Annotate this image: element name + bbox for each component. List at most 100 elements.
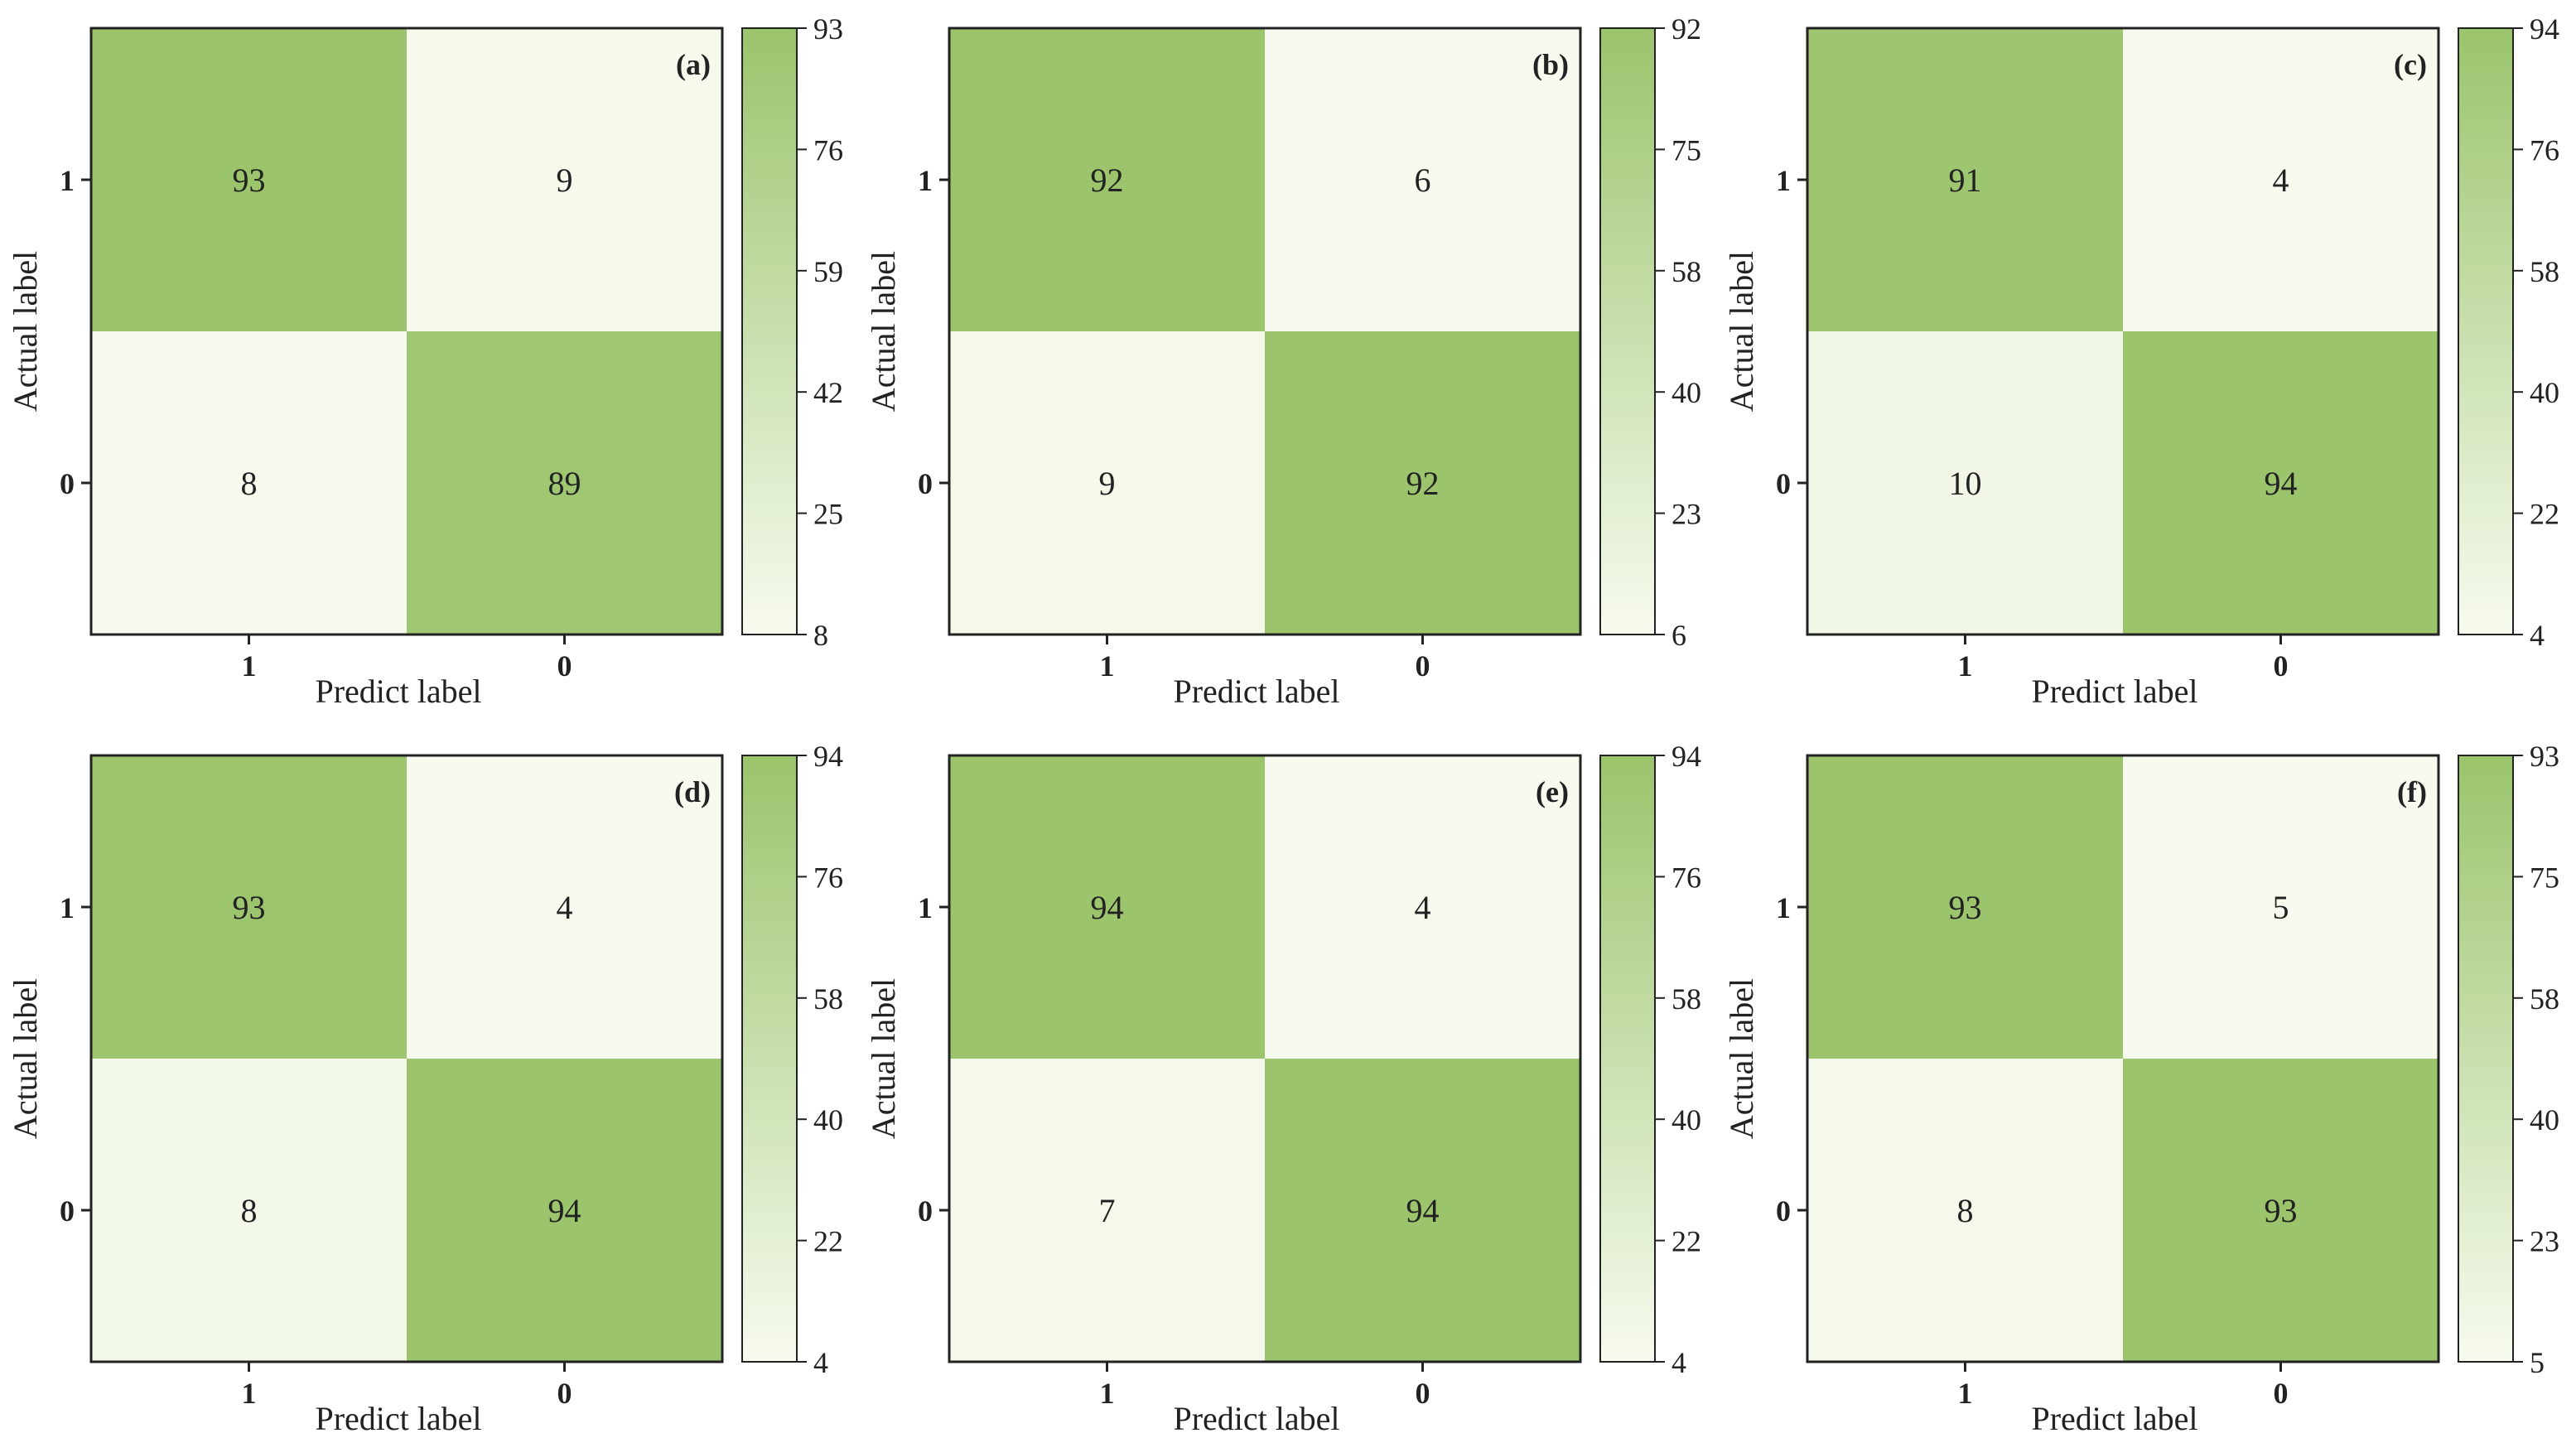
- cell-value: 6: [1415, 162, 1431, 199]
- y-tick-label: 1: [918, 164, 933, 197]
- colorbar: [2458, 755, 2514, 1363]
- panel-label: (b): [1532, 48, 1569, 81]
- x-tick-label: 1: [1958, 1377, 1973, 1410]
- y-tick-label: 0: [60, 1194, 75, 1228]
- x-axis-title: Predict label: [2031, 1400, 2197, 1437]
- cell-value: 91: [1949, 162, 1982, 199]
- cell-value: 8: [241, 465, 258, 502]
- y-tick-label: 0: [918, 467, 933, 500]
- cell-value: 93: [233, 162, 266, 199]
- y-tick-label: 1: [1776, 164, 1791, 197]
- matrix-cell: [2123, 331, 2439, 635]
- cell-value: 10: [1949, 465, 1982, 502]
- x-tick-label: 0: [2274, 649, 2289, 683]
- cell-value: 94: [548, 1192, 581, 1229]
- cell-value: 8: [1957, 1192, 1974, 1229]
- x-tick-label: 1: [1100, 649, 1115, 683]
- x-tick-label: 0: [557, 1377, 572, 1410]
- y-axis-title: Actual label: [1723, 978, 1760, 1139]
- matrix-cell: [2123, 28, 2439, 331]
- colorbar-tick-label: 58: [1672, 982, 1701, 1016]
- colorbar-tick-label: 75: [2530, 861, 2559, 894]
- x-axis-title: Predict label: [315, 673, 481, 710]
- matrix-cell: [407, 755, 722, 1059]
- y-axis-title: Actual label: [1723, 251, 1760, 412]
- matrix-cell: [949, 331, 1265, 635]
- colorbar-tick-label: 22: [813, 1225, 843, 1258]
- matrix-cell: [949, 28, 1265, 331]
- colorbar-tick-label: 23: [2530, 1225, 2559, 1258]
- colorbar-tick-label: 58: [813, 982, 843, 1016]
- colorbar-tick-label: 4: [813, 1346, 828, 1379]
- x-tick-label: 1: [1958, 649, 1973, 683]
- colorbar: [2458, 27, 2514, 635]
- colorbar-tick-label: 92: [1672, 12, 1701, 46]
- cell-value: 4: [2273, 162, 2289, 199]
- cell-value: 94: [1406, 1192, 1440, 1229]
- cell-value: 8: [241, 1192, 258, 1229]
- matrix-cell: [949, 755, 1265, 1059]
- matrix-cell: [91, 1059, 407, 1362]
- y-tick-label: 1: [60, 164, 75, 197]
- colorbar-tick-label: 94: [813, 740, 843, 773]
- confusion-matrix-panel-a: 93 9 8 89 (a) 1 0 1 0 Predict label Actual label 93…: [7, 12, 843, 710]
- colorbar-tick-label: 40: [2530, 1103, 2559, 1136]
- confusion-matrix-panel-b: 92 6 9 92 (b) 1 0 1 0 Predict label Actual label 92…: [865, 12, 1701, 710]
- plot-frame: [948, 27, 1582, 636]
- cell-value: 92: [1091, 162, 1124, 199]
- matrix-cell: [1807, 28, 2123, 331]
- cell-value: 9: [1099, 465, 1116, 502]
- colorbar-tick-label: 22: [1672, 1225, 1701, 1258]
- y-axis-title: Actual label: [865, 251, 902, 412]
- colorbar-tick-label: 6: [1672, 619, 1686, 652]
- colorbar-tick-label: 58: [1672, 255, 1701, 288]
- y-axis-title: Actual label: [865, 978, 902, 1139]
- x-tick-label: 0: [1416, 649, 1430, 683]
- colorbar-tick-label: 94: [2530, 12, 2559, 46]
- y-tick-label: 1: [60, 891, 75, 924]
- cell-value: 94: [2265, 465, 2298, 502]
- plot-frame: [1806, 754, 2440, 1363]
- y-tick-label: 0: [918, 1194, 933, 1228]
- colorbar-tick-label: 40: [1672, 1103, 1701, 1136]
- matrix-cell: [91, 331, 407, 635]
- colorbar-tick-label: 59: [813, 255, 843, 288]
- x-axis-title: Predict label: [315, 1400, 481, 1437]
- x-tick-label: 1: [1100, 1377, 1115, 1410]
- colorbar-tick-label: 76: [2530, 133, 2559, 166]
- plot-frame: [89, 27, 724, 636]
- cell-value: 93: [1949, 889, 1982, 926]
- colorbar-tick-label: 4: [2530, 619, 2545, 652]
- matrix-cell: [91, 755, 407, 1059]
- confusion-matrix-panel-e: 94 4 7 94 (e) 1 0 1 0 Predict label Actual label 94…: [865, 740, 1701, 1437]
- colorbar-tick-label: 76: [1672, 861, 1701, 894]
- colorbar-tick-label: 22: [2530, 498, 2559, 531]
- x-tick-label: 1: [242, 1377, 257, 1410]
- colorbar-tick-label: 42: [813, 376, 843, 409]
- colorbar-tick-label: 40: [2530, 376, 2559, 409]
- panel-label: (c): [2394, 48, 2427, 81]
- colorbar-tick-label: 25: [813, 498, 843, 531]
- plot-frame: [89, 754, 724, 1363]
- plot-frame: [1806, 27, 2440, 636]
- colorbar-tick-label: 5: [2530, 1346, 2545, 1379]
- colorbar-tick-label: 75: [1672, 133, 1701, 166]
- cell-value: 93: [2265, 1192, 2298, 1229]
- panel-label: (d): [674, 775, 711, 808]
- panel-label: (a): [676, 48, 711, 81]
- matrix-cell: [407, 28, 722, 331]
- y-axis-title: Actual label: [7, 251, 44, 412]
- x-tick-label: 0: [557, 649, 572, 683]
- colorbar-tick-label: 4: [1672, 1346, 1686, 1379]
- colorbar: [741, 755, 798, 1363]
- panel-label: (f): [2397, 775, 2427, 808]
- colorbar-tick-label: 76: [813, 861, 843, 894]
- x-axis-title: Predict label: [1173, 673, 1339, 710]
- y-axis-title: Actual label: [7, 978, 44, 1139]
- y-tick-label: 1: [1776, 891, 1791, 924]
- colorbar-tick-label: 76: [813, 133, 843, 166]
- matrix-cell: [949, 1059, 1265, 1362]
